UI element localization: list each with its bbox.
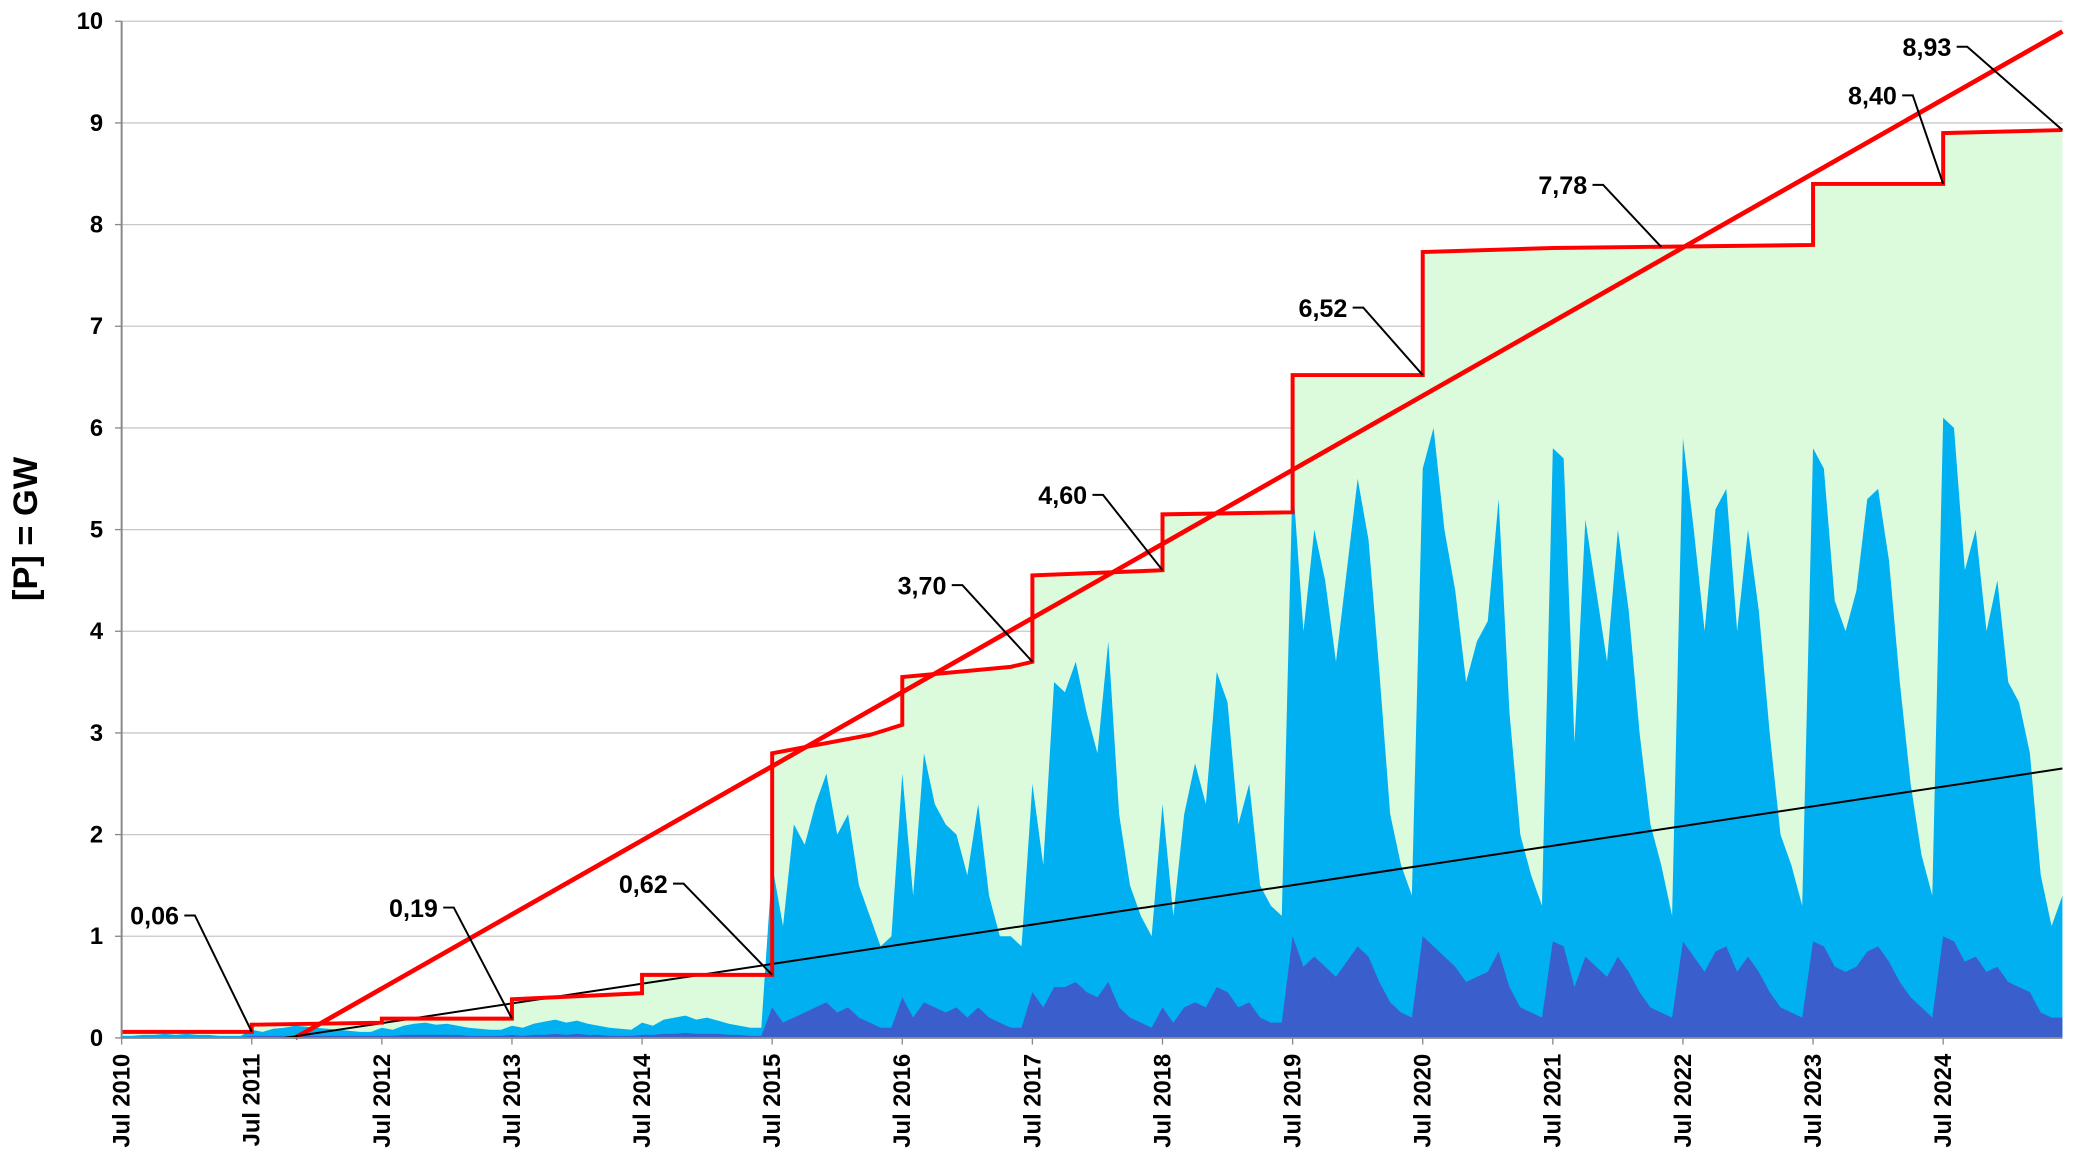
x-tick-label: Jul 2010 bbox=[109, 1054, 136, 1148]
annotation-label: 8,93 bbox=[1902, 34, 1951, 62]
annotation-label: 8,40 bbox=[1848, 83, 1897, 111]
x-tick-label: Jul 2022 bbox=[1670, 1054, 1697, 1148]
y-tick-label: 3 bbox=[90, 720, 103, 747]
x-tick-label: Jul 2016 bbox=[889, 1054, 916, 1148]
y-axis-label: [P] = GW bbox=[7, 456, 45, 601]
capacity-line bbox=[121, 128, 2063, 1034]
trend-line bbox=[284, 767, 2063, 1039]
annotation-leader bbox=[951, 584, 1034, 663]
annotation-leader bbox=[1902, 94, 1945, 185]
annotation-label: 6,52 bbox=[1298, 295, 1347, 323]
y-tick-label: 0 bbox=[90, 1025, 103, 1052]
annotation-leader bbox=[443, 906, 513, 1020]
annotation-leader bbox=[184, 914, 253, 1033]
trend-line bbox=[293, 29, 2064, 1040]
y-tick-label: 2 bbox=[90, 822, 103, 849]
x-tick-label: Jul 2011 bbox=[239, 1054, 266, 1147]
annotation-leader bbox=[673, 882, 773, 976]
annotation-label: 0,19 bbox=[389, 895, 438, 923]
x-tick-label: Jul 2012 bbox=[369, 1054, 396, 1148]
y-tick-label: 9 bbox=[90, 110, 103, 137]
annotation-leader bbox=[1592, 183, 1662, 248]
x-tick-label: Jul 2018 bbox=[1149, 1054, 1176, 1148]
annotation-leader bbox=[1352, 306, 1424, 376]
y-tick-label: 8 bbox=[90, 212, 103, 239]
x-tick-label: Jul 2021 bbox=[1540, 1054, 1567, 1148]
generation-area bbox=[121, 936, 2063, 1038]
x-tick-label: Jul 2015 bbox=[759, 1054, 786, 1148]
annotation-label: 7,78 bbox=[1538, 172, 1587, 200]
generation-area bbox=[121, 417, 2063, 1038]
annotation-leader bbox=[1092, 493, 1164, 571]
annotation-leader bbox=[1956, 45, 2064, 131]
x-tick-label: Jul 2024 bbox=[1930, 1053, 1957, 1148]
annotation-label: 3,70 bbox=[898, 572, 947, 600]
y-tick-label: 4 bbox=[90, 618, 104, 645]
x-tick-label: Jul 2020 bbox=[1410, 1054, 1437, 1148]
y-tick-label: 7 bbox=[90, 313, 103, 340]
annotation-label: 0,06 bbox=[130, 903, 179, 931]
x-tick-label: Jul 2014 bbox=[629, 1053, 656, 1148]
y-tick-label: 1 bbox=[90, 923, 103, 950]
x-tick-label: Jul 2013 bbox=[499, 1054, 526, 1148]
y-tick-label: 6 bbox=[90, 415, 103, 442]
y-tick-label: 10 bbox=[77, 8, 103, 35]
annotation-label: 4,60 bbox=[1038, 482, 1087, 510]
x-tick-label: Jul 2017 bbox=[1019, 1054, 1046, 1148]
annotation-label: 0,62 bbox=[619, 871, 668, 899]
x-tick-label: Jul 2019 bbox=[1280, 1054, 1307, 1148]
y-tick-label: 5 bbox=[90, 517, 103, 544]
x-tick-label: Jul 2023 bbox=[1800, 1054, 1827, 1148]
